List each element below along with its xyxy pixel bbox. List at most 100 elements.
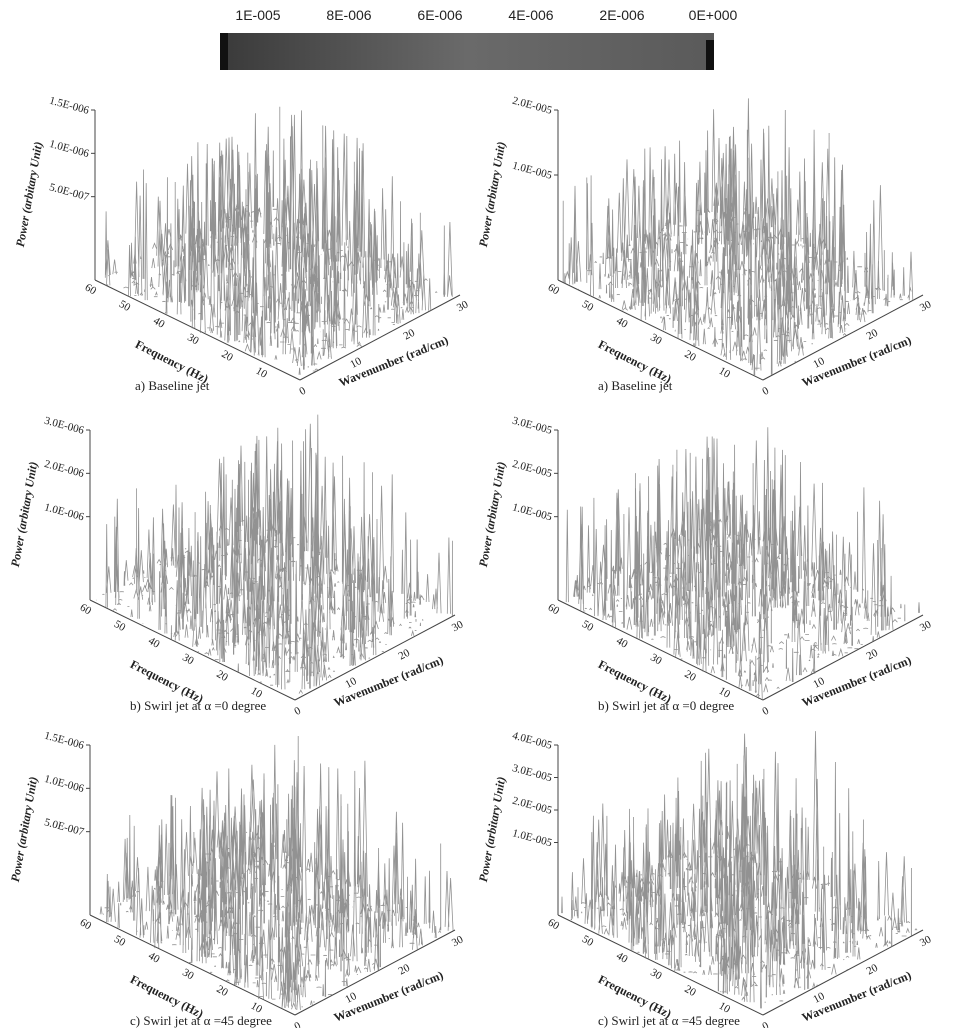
panel-caption: c) Swirl jet at α =45 degree [598, 1013, 740, 1028]
panel-caption: c) Swirl jet at α =45 degree [130, 1013, 272, 1028]
colorbar-label: 1E-005 [235, 7, 280, 23]
surface-texture [99, 735, 454, 1011]
y-tick-label: 0 [760, 705, 771, 718]
surface-texture [562, 98, 914, 376]
surface-texture [104, 106, 453, 375]
z-axis-title: Power (arbitary Unit) [8, 776, 40, 883]
y-tick-label: 0 [292, 1020, 303, 1028]
x-tick-label: 40 [614, 635, 630, 651]
y-tick-label: 0 [292, 705, 303, 718]
x-tick-label: 10 [717, 365, 733, 381]
axis-line [762, 614, 924, 701]
x-tick-label: 20 [214, 668, 230, 684]
z-tick-label: 3.0E-006 [43, 415, 86, 437]
z-tick-label: 3.0E-005 [511, 415, 554, 437]
y-tick-label: 0 [760, 1020, 771, 1028]
z-tick-label: 2.0E-005 [511, 458, 554, 480]
y-tick-label: 30 [450, 618, 466, 634]
axis-line [557, 914, 764, 1016]
z-axis-title: Power (arbitary Unit) [8, 461, 40, 568]
x-tick-label: 20 [682, 348, 698, 364]
colorbar-end [706, 40, 714, 70]
x-tick-label: 50 [580, 298, 596, 314]
surface-texture [561, 731, 918, 1009]
colorbar-label: 8E-006 [326, 7, 371, 23]
y-tick-label: 30 [455, 298, 471, 314]
x-tick-label: 20 [682, 668, 698, 684]
surface-texture [565, 427, 920, 699]
y-tick-label: 0 [297, 385, 308, 398]
panel-caption: b) Swirl jet at α =0 degree [130, 698, 266, 713]
z-tick-label: 2.0E-005 [511, 795, 554, 817]
y-tick-label: 20 [865, 647, 881, 663]
y-tick-label: 30 [918, 933, 934, 949]
z-tick-label: 1.0E-006 [43, 773, 86, 795]
x-tick-label: 60 [546, 916, 562, 932]
z-tick-label: 1.0E-005 [511, 827, 554, 849]
z-tick-label: 5.0E-007 [43, 816, 86, 838]
colorbar-label: 6E-006 [417, 7, 462, 23]
axis-line [94, 279, 301, 381]
panel-caption: a) Baseline jet [598, 378, 673, 393]
axis-line [299, 294, 461, 381]
x-tick-label: 60 [546, 601, 562, 617]
z-tick-label: 1.5E-006 [48, 95, 91, 117]
x-tick-label: 50 [112, 933, 128, 949]
z-tick-label: 5.0E-007 [48, 181, 91, 203]
x-tick-label: 30 [648, 331, 664, 347]
x-tick-label: 50 [580, 618, 596, 634]
x-tick-label: 20 [219, 348, 235, 364]
axis-line [557, 279, 764, 381]
z-tick-label: 1.0E-006 [43, 501, 86, 523]
x-tick-label: 30 [648, 966, 664, 982]
y-tick-label: 20 [397, 962, 413, 978]
axis-line [89, 914, 296, 1016]
z-tick-label: 1.0E-005 [511, 501, 554, 523]
x-tick-label: 50 [117, 298, 133, 314]
colorbar-label: 2E-006 [599, 7, 644, 23]
x-tick-label: 30 [180, 966, 196, 982]
x-tick-label: 40 [151, 315, 167, 331]
z-axis-title: Power (arbitary Unit) [13, 141, 45, 248]
colorbar-end [220, 33, 228, 70]
axis-line [557, 599, 764, 701]
axis-line [294, 614, 456, 701]
x-tick-label: 40 [146, 950, 162, 966]
x-tick-label: 60 [78, 601, 94, 617]
z-tick-label: 3.0E-005 [511, 762, 554, 784]
axis-line [294, 929, 456, 1016]
z-tick-label: 2.0E-005 [511, 95, 554, 117]
y-tick-label: 20 [402, 327, 418, 343]
y-tick-label: 30 [918, 298, 934, 314]
z-tick-label: 1.0E-005 [511, 160, 554, 182]
colorbar [220, 33, 714, 70]
x-tick-label: 30 [180, 651, 196, 667]
y-tick-label: 20 [397, 647, 413, 663]
z-axis-title: Power (arbitary Unit) [476, 461, 508, 568]
x-tick-label: 40 [146, 635, 162, 651]
x-tick-label: 20 [214, 983, 230, 999]
y-tick-label: 0 [760, 385, 771, 398]
z-tick-label: 4.0E-005 [511, 730, 554, 752]
y-tick-label: 20 [865, 962, 881, 978]
colorbar-label: 4E-006 [508, 7, 553, 23]
z-axis-title: Power (arbitary Unit) [476, 141, 508, 248]
z-axis-title: Power (arbitary Unit) [476, 776, 508, 883]
x-tick-label: 60 [78, 916, 94, 932]
y-tick-label: 30 [918, 618, 934, 634]
x-tick-label: 10 [254, 365, 270, 381]
x-tick-label: 20 [682, 983, 698, 999]
x-tick-label: 50 [112, 618, 128, 634]
panel-caption: b) Swirl jet at α =0 degree [598, 698, 734, 713]
axis-line [762, 294, 924, 381]
y-tick-label: 30 [450, 933, 466, 949]
axis-line [762, 929, 924, 1016]
panel-caption: a) Baseline jet [135, 378, 210, 393]
